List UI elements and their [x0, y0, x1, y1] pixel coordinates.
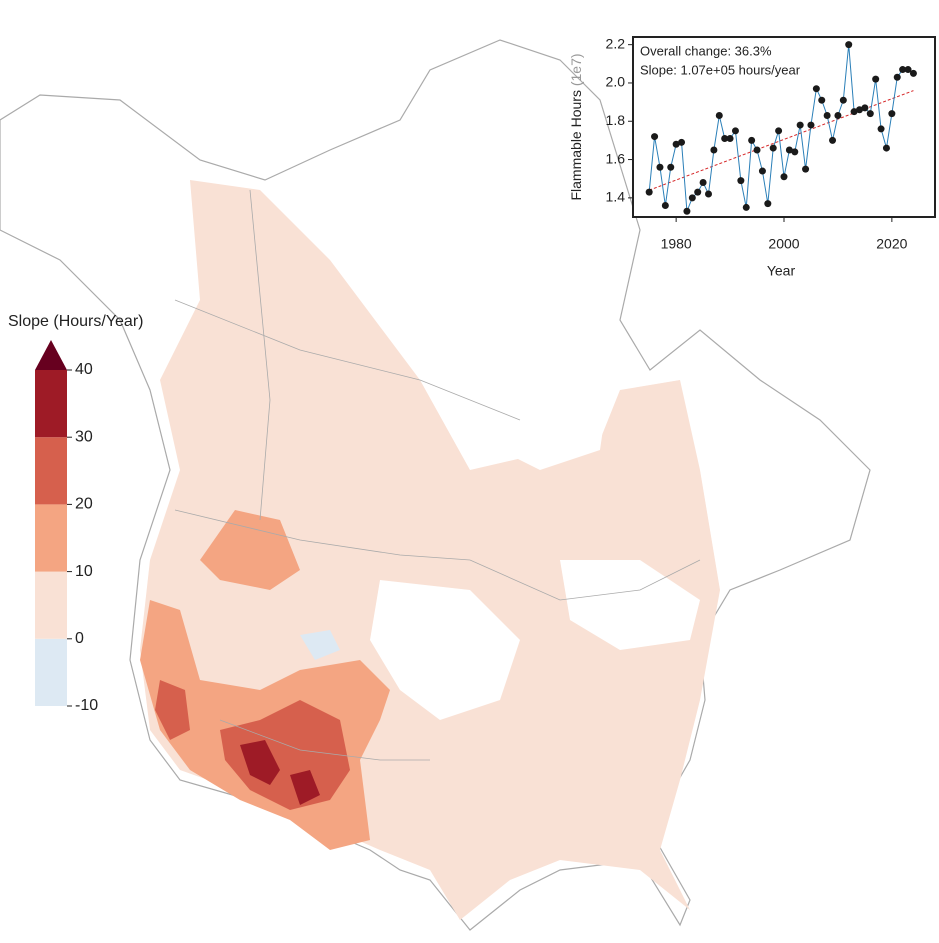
data-point [764, 200, 772, 208]
x-tick-label: 1980 [661, 236, 692, 252]
colorbar-band [35, 370, 67, 438]
colorbar-tick-label: -10 [75, 697, 98, 714]
data-point [856, 106, 863, 114]
colorbar-band [35, 571, 67, 639]
y-tick-label: 1.4 [606, 189, 626, 205]
data-point [699, 179, 707, 187]
border [174, 509, 701, 601]
colorbar-band [35, 638, 67, 706]
data-point [737, 177, 745, 185]
data-point [715, 112, 723, 120]
data-point [850, 108, 858, 116]
y-tick-label: 2.2 [606, 35, 626, 51]
colorbar-band [35, 437, 67, 505]
data-point [904, 66, 912, 74]
data-point [893, 73, 901, 81]
x-tick-label: 2020 [876, 236, 907, 252]
data-point [651, 133, 659, 141]
very-high-slope-region [240, 740, 280, 785]
data-point [899, 66, 907, 74]
data-point [656, 163, 664, 171]
data-point [705, 190, 712, 198]
data-point [748, 136, 756, 144]
data-point [645, 188, 653, 196]
data-point [839, 96, 847, 104]
data-point [802, 165, 810, 173]
negative-region [300, 630, 340, 660]
trend-line [649, 90, 914, 191]
data-point [775, 127, 783, 135]
data-point [694, 188, 702, 196]
data-point [683, 207, 691, 215]
x-tick-label: 2000 [768, 236, 799, 252]
border [174, 299, 521, 421]
data-point [834, 112, 842, 120]
data-point [667, 163, 675, 171]
data-point [845, 41, 853, 49]
annotation: Slope: 1.07e+05 hours/year [640, 62, 801, 77]
very-high-slope-region [290, 770, 320, 805]
data-point [888, 110, 896, 118]
inset-chart: Overall change: 36.3% Slope: 1.07e+05 ho… [568, 35, 936, 279]
data-point [812, 85, 820, 93]
data-point [721, 134, 729, 142]
colorbar: Slope (Hours/Year) -10 0 10 20 30 40 [8, 313, 143, 714]
data-point [877, 125, 885, 133]
y-tick-label: 1.8 [606, 112, 626, 128]
data-point [678, 138, 686, 146]
high-slope-region [220, 700, 350, 810]
data-point [726, 134, 734, 142]
data-point [758, 167, 766, 175]
y-tick-label: 2.0 [606, 74, 626, 90]
x-axis-label: Year [767, 263, 796, 279]
y-tick-label: 1.6 [606, 150, 626, 166]
data-point [785, 146, 793, 154]
data-point [753, 146, 761, 154]
colorbar-tick-label: 30 [75, 428, 93, 445]
white-region [560, 560, 700, 650]
data-point [791, 148, 799, 156]
data-point [780, 173, 788, 181]
map [0, 39, 871, 931]
axes-frame [632, 36, 936, 218]
data-point [710, 146, 718, 154]
data-point [731, 127, 739, 135]
data-point [882, 144, 890, 152]
colorbar-tick-label: 40 [75, 361, 93, 378]
y-axis-scale: (1e7) [568, 53, 584, 86]
data-point [688, 194, 696, 202]
data-point [829, 136, 837, 144]
colorbar-tick-label: 20 [75, 496, 93, 513]
data-point [872, 75, 880, 83]
data-point [807, 121, 815, 129]
white-region [370, 580, 520, 720]
data-point [909, 69, 917, 77]
data-point [818, 96, 826, 104]
border [249, 189, 271, 521]
data-point [823, 112, 831, 120]
data-point [742, 203, 750, 211]
data-point [672, 140, 680, 148]
border [219, 719, 430, 761]
white-region [470, 330, 610, 470]
data-point [769, 144, 777, 152]
y-axis-label-text: Flammable Hours [568, 90, 584, 200]
colorbar-tick-label: 10 [75, 563, 93, 580]
colorbar-band [35, 504, 67, 572]
mid-slope-region [200, 510, 300, 590]
data-point [866, 110, 874, 118]
annotation: Overall change: 36.3% [640, 43, 772, 58]
colorbar-extension [35, 340, 67, 370]
data-point [861, 104, 869, 112]
high-slope-region [155, 680, 190, 740]
data-point [661, 202, 669, 210]
data-point [796, 121, 804, 129]
colorbar-label: Slope (Hours/Year) [8, 313, 143, 330]
y-axis-label: Flammable Hours (1e7) [568, 53, 584, 200]
colorbar-tick-label: 0 [75, 630, 84, 647]
